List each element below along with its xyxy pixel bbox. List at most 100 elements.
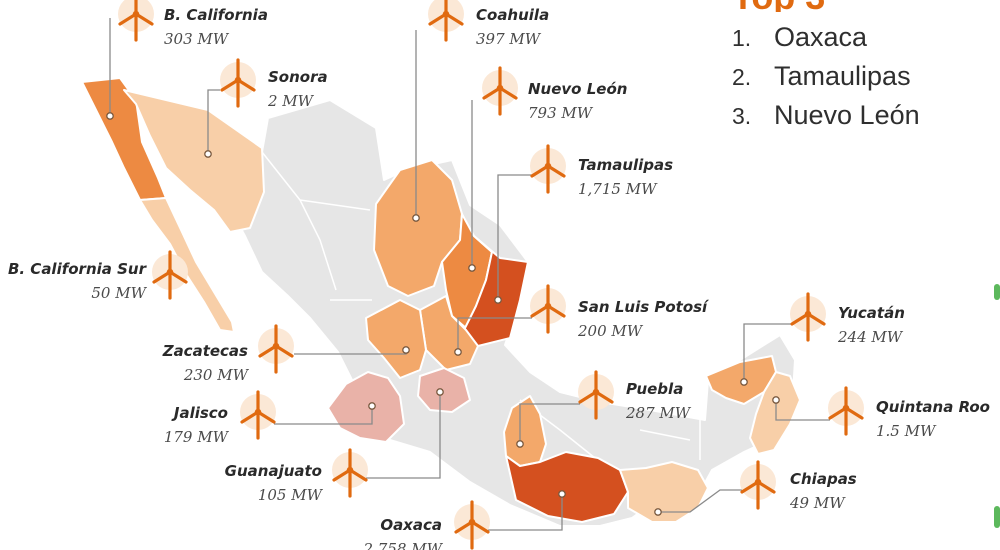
edge-marker (994, 284, 1000, 300)
state-capacity-label: 244 MW (837, 328, 904, 346)
state-capacity-label: 1,715 MW (578, 180, 658, 198)
state-chiapas (619, 461, 709, 523)
state-dot (558, 490, 566, 498)
state-capacity-label: 2 MW (267, 92, 315, 110)
callout-tam: Tamaulipas 1,715 MW (494, 144, 673, 304)
callout-bcs: B. California Sur 50 MW (8, 250, 188, 302)
wind-turbine-icon (482, 66, 518, 116)
state-name-label: Yucatán (838, 304, 905, 322)
state-dot (402, 346, 410, 354)
state-dot (494, 296, 502, 304)
state-capacity-label: 200 MW (577, 322, 644, 340)
top3-name: Nuevo León (774, 100, 920, 130)
callout-bc: B. California 303 MW (106, 0, 268, 120)
state-capacity-label: 49 MW (789, 494, 846, 512)
state-dot (516, 440, 524, 448)
leader-line (658, 489, 742, 513)
state-dot (436, 388, 444, 396)
wind-turbine-icon (740, 460, 776, 510)
state-dot (740, 378, 748, 386)
wind-turbine-icon (258, 324, 294, 374)
state-sonora (123, 89, 265, 233)
wind-turbine-icon (828, 386, 864, 436)
leader-line (743, 323, 792, 382)
map-base (81, 77, 801, 527)
callout-nl: Nuevo León 793 MW (468, 66, 627, 272)
state-dot (454, 348, 462, 356)
callout-yuc: Yucatán 244 MW (740, 292, 905, 386)
wind-turbine-icon (454, 500, 490, 550)
state-dot (468, 264, 476, 272)
wind-turbine-icon (118, 0, 154, 42)
state-name-label: B. California (164, 6, 268, 24)
wind-turbine-icon (240, 390, 276, 440)
wind-turbine-icon (530, 144, 566, 194)
leader-line (207, 89, 220, 154)
state-zacatecas (365, 299, 427, 379)
leader-line (366, 392, 441, 479)
state-dot (654, 508, 662, 516)
state-quintana-roo (749, 371, 801, 455)
top3-list: 1. Oaxaca 2. Tamaulipas 3. Nuevo León (732, 18, 992, 135)
wind-turbine-icon (152, 250, 188, 300)
top3-title: Top 3 (732, 0, 992, 12)
state-name-label: Coahuila (476, 6, 549, 24)
top3-rank: 3. (732, 103, 752, 129)
state-dot (772, 396, 780, 404)
state-name-label: Sonora (268, 68, 328, 86)
leader-line (488, 494, 563, 531)
top3-item: 3. Nuevo León (732, 96, 992, 135)
state-capacity-label: 105 MW (258, 486, 324, 504)
state-name-label: Tamaulipas (578, 156, 673, 174)
state-capacity-label: 230 MW (183, 366, 250, 384)
wind-turbine-icon (428, 0, 464, 42)
state-name-label: Jalisco (171, 404, 228, 422)
state-name-label: Oaxaca (380, 516, 442, 534)
state-name-label: Guanajuato (225, 462, 322, 480)
state-capacity-label: 287 MW (625, 404, 692, 422)
top3-item: 2. Tamaulipas (732, 57, 992, 96)
state-san-luis-potosi (419, 295, 479, 371)
top3-item: 1. Oaxaca (732, 18, 992, 57)
top3-panel: Top 3 1. Oaxaca 2. Tamaulipas 3. Nuevo León (732, 0, 992, 135)
leader-line (274, 406, 373, 425)
state-capacity-label: 793 MW (528, 104, 594, 122)
callout-oax: Oaxaca 2,758 MW (363, 490, 566, 550)
callout-chis: Chiapas 49 MW (654, 460, 857, 516)
state-b-california-sur (139, 197, 235, 333)
wind-turbine-icon (578, 370, 614, 420)
top3-rank: 2. (732, 64, 752, 90)
leader-line (775, 400, 830, 421)
state-dot (368, 402, 376, 410)
callout-zac: Zacatecas 230 MW (162, 324, 410, 384)
wind-turbine-icon (790, 292, 826, 342)
wind-turbine-icon (220, 58, 256, 108)
state-capacity-label: 2,758 MW (363, 540, 444, 550)
state-dot (412, 214, 420, 222)
edge-marker (994, 506, 1000, 528)
top3-name: Oaxaca (774, 22, 868, 52)
state-name-label: Chiapas (790, 470, 857, 488)
state-dot (106, 112, 114, 120)
top3-name: Tamaulipas (774, 61, 911, 91)
leader-line (519, 403, 580, 444)
state-name-label: Nuevo León (528, 80, 627, 98)
state-name-label: Zacatecas (162, 342, 248, 360)
callout-son: Sonora 2 MW (204, 58, 328, 158)
state-name-label: San Luis Potosí (578, 298, 710, 316)
leader-line (457, 317, 532, 352)
callout-pue: Puebla 287 MW (516, 370, 692, 448)
wind-turbine-icon (530, 284, 566, 334)
state-capacity-label: 50 MW (91, 284, 147, 302)
callout-jal: Jalisco 179 MW (164, 390, 376, 446)
wind-turbine-icon (332, 448, 368, 498)
callout-slp: San Luis Potosí 200 MW (454, 284, 710, 356)
state-capacity-label: 397 MW (476, 30, 542, 48)
callout-gto: Guanajuato 105 MW (225, 388, 444, 504)
mexico-internal-border (261, 151, 701, 471)
leader-line (497, 174, 532, 300)
top3-rank: 1. (732, 25, 752, 51)
state-capacity-label: 303 MW (164, 30, 230, 48)
